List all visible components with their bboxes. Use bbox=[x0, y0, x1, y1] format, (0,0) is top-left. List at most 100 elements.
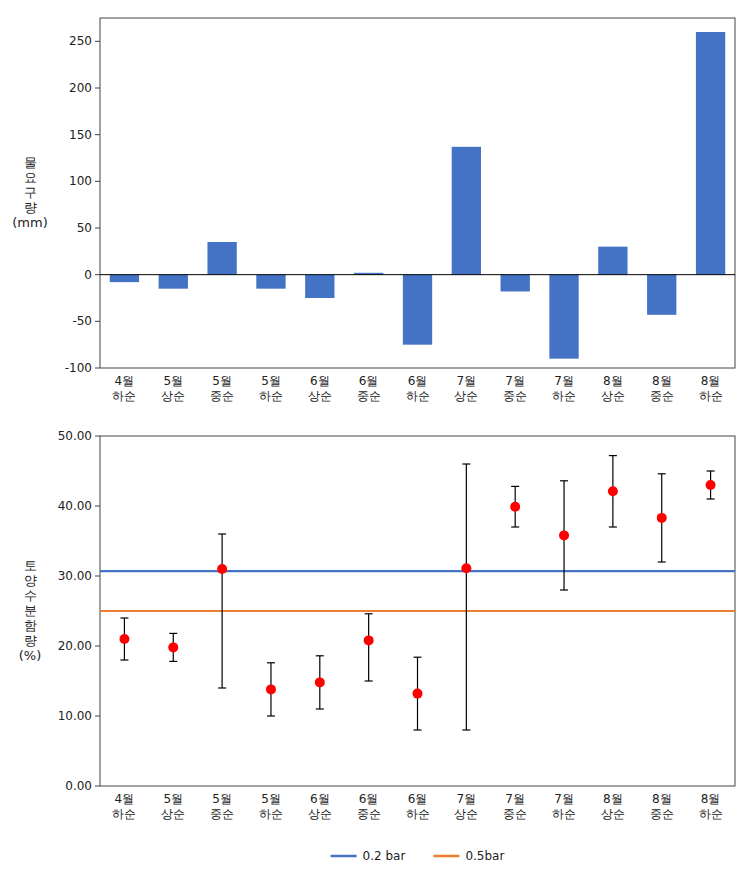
legend-swatch bbox=[331, 855, 357, 858]
y-axis-label-line: 량 bbox=[24, 200, 37, 215]
legend-label: 0.5bar bbox=[465, 849, 504, 863]
x-tick-label: 4월하순 bbox=[112, 374, 136, 403]
x-tick-label-line: 8월 bbox=[701, 792, 721, 806]
error-bar-cap bbox=[218, 687, 226, 688]
x-tick-label-line: 6월 bbox=[408, 374, 428, 388]
x-tick-label: 7월중순 bbox=[503, 374, 527, 403]
y-tick-label: 20.00 bbox=[58, 639, 92, 653]
y-tick-label: 10.00 bbox=[58, 709, 92, 723]
y-tick bbox=[95, 88, 100, 89]
y-tick-label: 30.00 bbox=[58, 569, 92, 583]
error-bar-cap bbox=[511, 486, 519, 487]
panel-bar: -100-50050100150200250물요구량(mm)4월하순5월상순5월… bbox=[12, 18, 735, 403]
y-tick-label: 40.00 bbox=[58, 499, 92, 513]
error-bar-stem bbox=[368, 614, 369, 681]
x-tick-label-line: 상순 bbox=[308, 807, 332, 821]
x-tick-label: 8월상순 bbox=[601, 792, 625, 821]
bar bbox=[501, 275, 530, 292]
marks bbox=[100, 456, 735, 730]
x-tick-label: 8월하순 bbox=[699, 374, 723, 403]
y-axis-label-line: 함 bbox=[24, 618, 37, 633]
x-tick-label: 6월중순 bbox=[357, 374, 381, 403]
error-bar bbox=[658, 474, 666, 562]
error-bar-cap bbox=[609, 455, 617, 456]
x-tick-label-line: 7월 bbox=[554, 374, 574, 388]
error-bar-cap bbox=[218, 533, 226, 534]
error-bar-cap bbox=[707, 498, 715, 499]
reference-line bbox=[100, 570, 735, 572]
x-tick-label-line: 하순 bbox=[112, 807, 136, 821]
x-tick-label-line: 중순 bbox=[650, 807, 674, 821]
x-tick-label: 6월중순 bbox=[357, 792, 381, 821]
x-tick-label-line: 상순 bbox=[601, 389, 625, 403]
point bbox=[706, 480, 716, 490]
error-bar-cap bbox=[316, 708, 324, 709]
y-tick-label: 200 bbox=[69, 81, 92, 95]
y-axis-label: 토양수분함량(%) bbox=[19, 558, 42, 663]
x-tick-label: 7월상순 bbox=[454, 792, 478, 821]
bar bbox=[452, 147, 481, 275]
x-tick-label-line: 6월 bbox=[359, 792, 379, 806]
y-tick-label: -50 bbox=[72, 314, 92, 328]
x-tick-label-line: 8월 bbox=[603, 792, 623, 806]
x-tick-label: 8월중순 bbox=[650, 374, 674, 403]
x-tick-label: 7월중순 bbox=[503, 792, 527, 821]
x-tick-label-line: 7월 bbox=[457, 374, 477, 388]
error-bar bbox=[560, 481, 568, 590]
error-bar-cap bbox=[609, 526, 617, 527]
y-tick bbox=[95, 274, 100, 275]
x-tick-label-line: 상순 bbox=[161, 807, 185, 821]
y-tick-label: 50.00 bbox=[58, 429, 92, 443]
legend: 0.2 bar0.5bar bbox=[331, 849, 505, 863]
y-axis-label-line: 수 bbox=[24, 588, 37, 603]
point bbox=[217, 564, 227, 574]
error-bar-cap bbox=[120, 617, 128, 618]
y-tick bbox=[95, 436, 100, 437]
bar bbox=[549, 275, 578, 359]
point bbox=[168, 642, 178, 652]
y-axis-label-line: 분 bbox=[24, 603, 37, 618]
x-tick-label-line: 5월 bbox=[163, 792, 183, 806]
reference-line bbox=[100, 610, 735, 612]
x-tick-label: 8월상순 bbox=[601, 374, 625, 403]
x-tick-label-line: 상순 bbox=[454, 389, 478, 403]
point bbox=[119, 634, 129, 644]
point bbox=[608, 486, 618, 496]
plot-frame bbox=[100, 436, 735, 786]
legend-swatch bbox=[433, 855, 459, 858]
x-tick-label-line: 하순 bbox=[699, 807, 723, 821]
y-tick-label: 0 bbox=[84, 268, 92, 282]
x-tick-label-line: 7월 bbox=[457, 792, 477, 806]
x-tick-label-line: 5월 bbox=[212, 792, 232, 806]
y-tick bbox=[95, 134, 100, 135]
x-tick-label-line: 6월 bbox=[310, 792, 330, 806]
point bbox=[413, 689, 423, 699]
error-bar bbox=[414, 657, 422, 730]
x-tick-label-line: 4월 bbox=[115, 792, 135, 806]
error-bar-cap bbox=[365, 613, 373, 614]
bar bbox=[305, 275, 334, 298]
y-tick-label: 250 bbox=[69, 34, 92, 48]
error-bar bbox=[218, 534, 226, 688]
x-tick-label-line: 중순 bbox=[210, 807, 234, 821]
x-tick-label-line: 상순 bbox=[601, 807, 625, 821]
zero-line bbox=[100, 274, 735, 275]
error-bar-cap bbox=[560, 480, 568, 481]
x-tick-label-line: 하순 bbox=[406, 807, 430, 821]
x-tick-label: 5월상순 bbox=[161, 374, 185, 403]
error-bar-cap bbox=[365, 680, 373, 681]
x-tick-label-line: 중순 bbox=[503, 807, 527, 821]
y-tick bbox=[95, 368, 100, 369]
error-bar bbox=[267, 663, 275, 716]
x-tick-label-line: 하순 bbox=[259, 807, 283, 821]
chart-root: -100-50050100150200250물요구량(mm)4월하순5월상순5월… bbox=[0, 0, 753, 891]
x-tick-label: 7월상순 bbox=[454, 374, 478, 403]
x-tick-label: 7월하순 bbox=[552, 374, 576, 403]
x-tick-label: 5월하순 bbox=[259, 374, 283, 403]
y-axis-label-line: 토 bbox=[24, 558, 37, 573]
error-bar-cap bbox=[560, 589, 568, 590]
bar bbox=[647, 275, 676, 315]
error-bar bbox=[707, 471, 715, 499]
x-tick-label-line: 하순 bbox=[552, 389, 576, 403]
error-bar bbox=[169, 633, 177, 661]
